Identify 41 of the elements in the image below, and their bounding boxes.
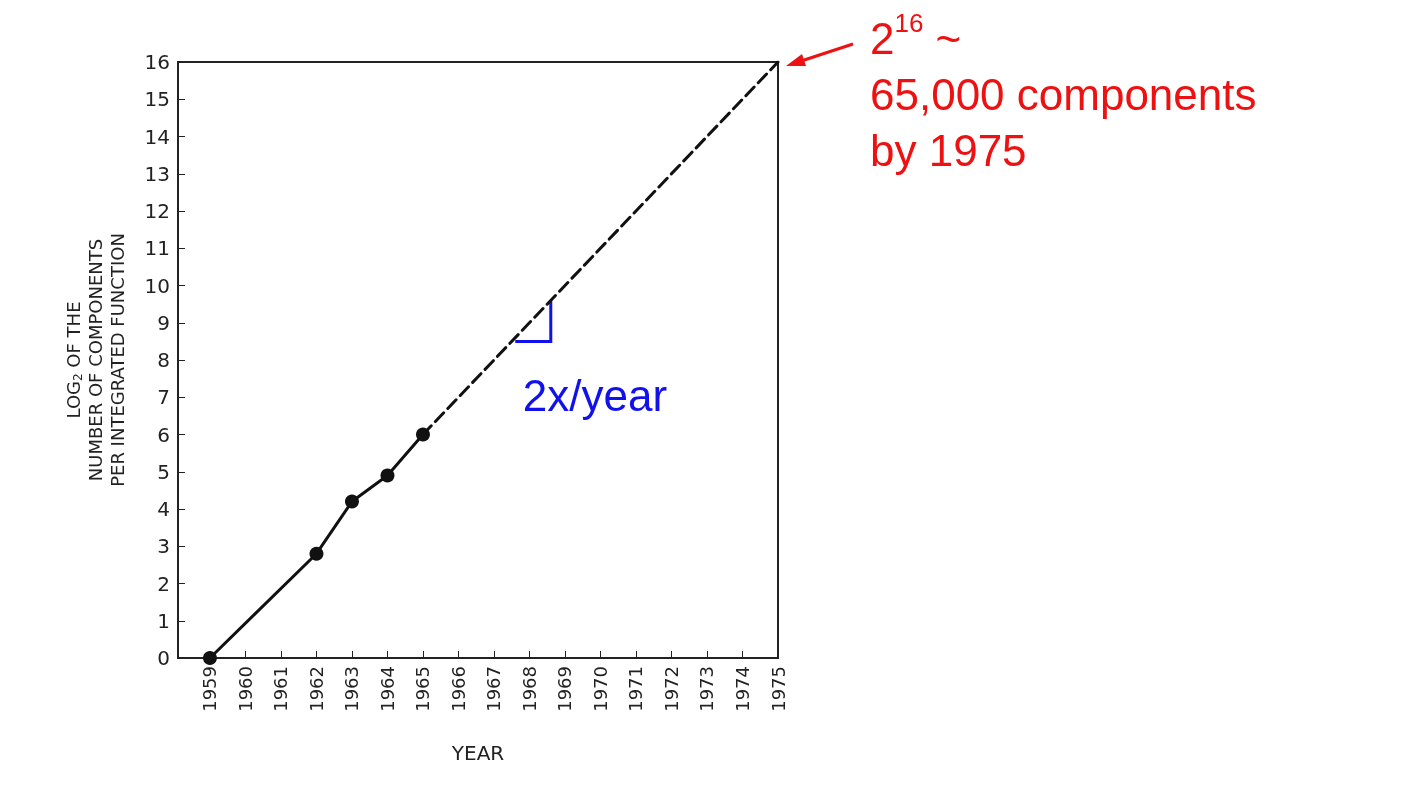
point: [344, 494, 359, 509]
y-tick-label: 13: [144, 161, 170, 186]
point: [202, 651, 217, 665]
y-tick-label: 11: [144, 236, 170, 261]
y-tick-label: 1: [157, 608, 170, 633]
x-tick-label: 1963: [341, 666, 363, 712]
x-tick-label: 1975: [767, 666, 789, 712]
y-tick-label: 2: [157, 571, 170, 596]
x-tick-label: 1974: [732, 666, 753, 712]
y-tick-label: 15: [144, 87, 170, 112]
y-tick-label: 12: [144, 199, 170, 223]
y-tick-label: 9: [157, 310, 170, 335]
x-tick-label: 1968: [518, 666, 540, 712]
y-tick-label: 8: [157, 348, 170, 372]
x-tick-label: 1969: [554, 666, 576, 712]
point: [309, 546, 324, 561]
x-tick-label: 1961: [270, 666, 292, 712]
x-tick-label: 1964: [376, 666, 398, 712]
y-tick-label: 5: [157, 459, 170, 484]
point: [415, 427, 430, 442]
y-tick-label: 16: [144, 50, 170, 74]
y-tick-label: 0: [157, 646, 170, 670]
x-tick-label: 1960: [234, 666, 256, 712]
x-tick-label: 1959: [199, 666, 221, 712]
point: [380, 468, 395, 483]
x-tick-label: 1967: [483, 666, 505, 712]
x-tick-label: 1966: [447, 666, 469, 712]
x-tick-label: 1972: [660, 666, 682, 712]
annotation: 2x/year: [522, 370, 668, 420]
y-tick-label: 7: [157, 385, 170, 410]
x-tick-label: 1962: [305, 666, 327, 712]
x-tick-label: 1971: [625, 666, 647, 712]
y-tick-label: 4: [157, 497, 170, 521]
y-tick-label: 10: [144, 273, 170, 298]
x-tick-label: 1973: [696, 666, 718, 712]
y-tick-label: 3: [157, 534, 170, 559]
y-tick-label: 6: [157, 422, 170, 447]
y-tick-label: 14: [144, 124, 170, 149]
x-tick-label: 1970: [589, 666, 611, 712]
x-tick-label: 1965: [412, 666, 434, 712]
x-axis-title: YEAR: [450, 741, 505, 765]
